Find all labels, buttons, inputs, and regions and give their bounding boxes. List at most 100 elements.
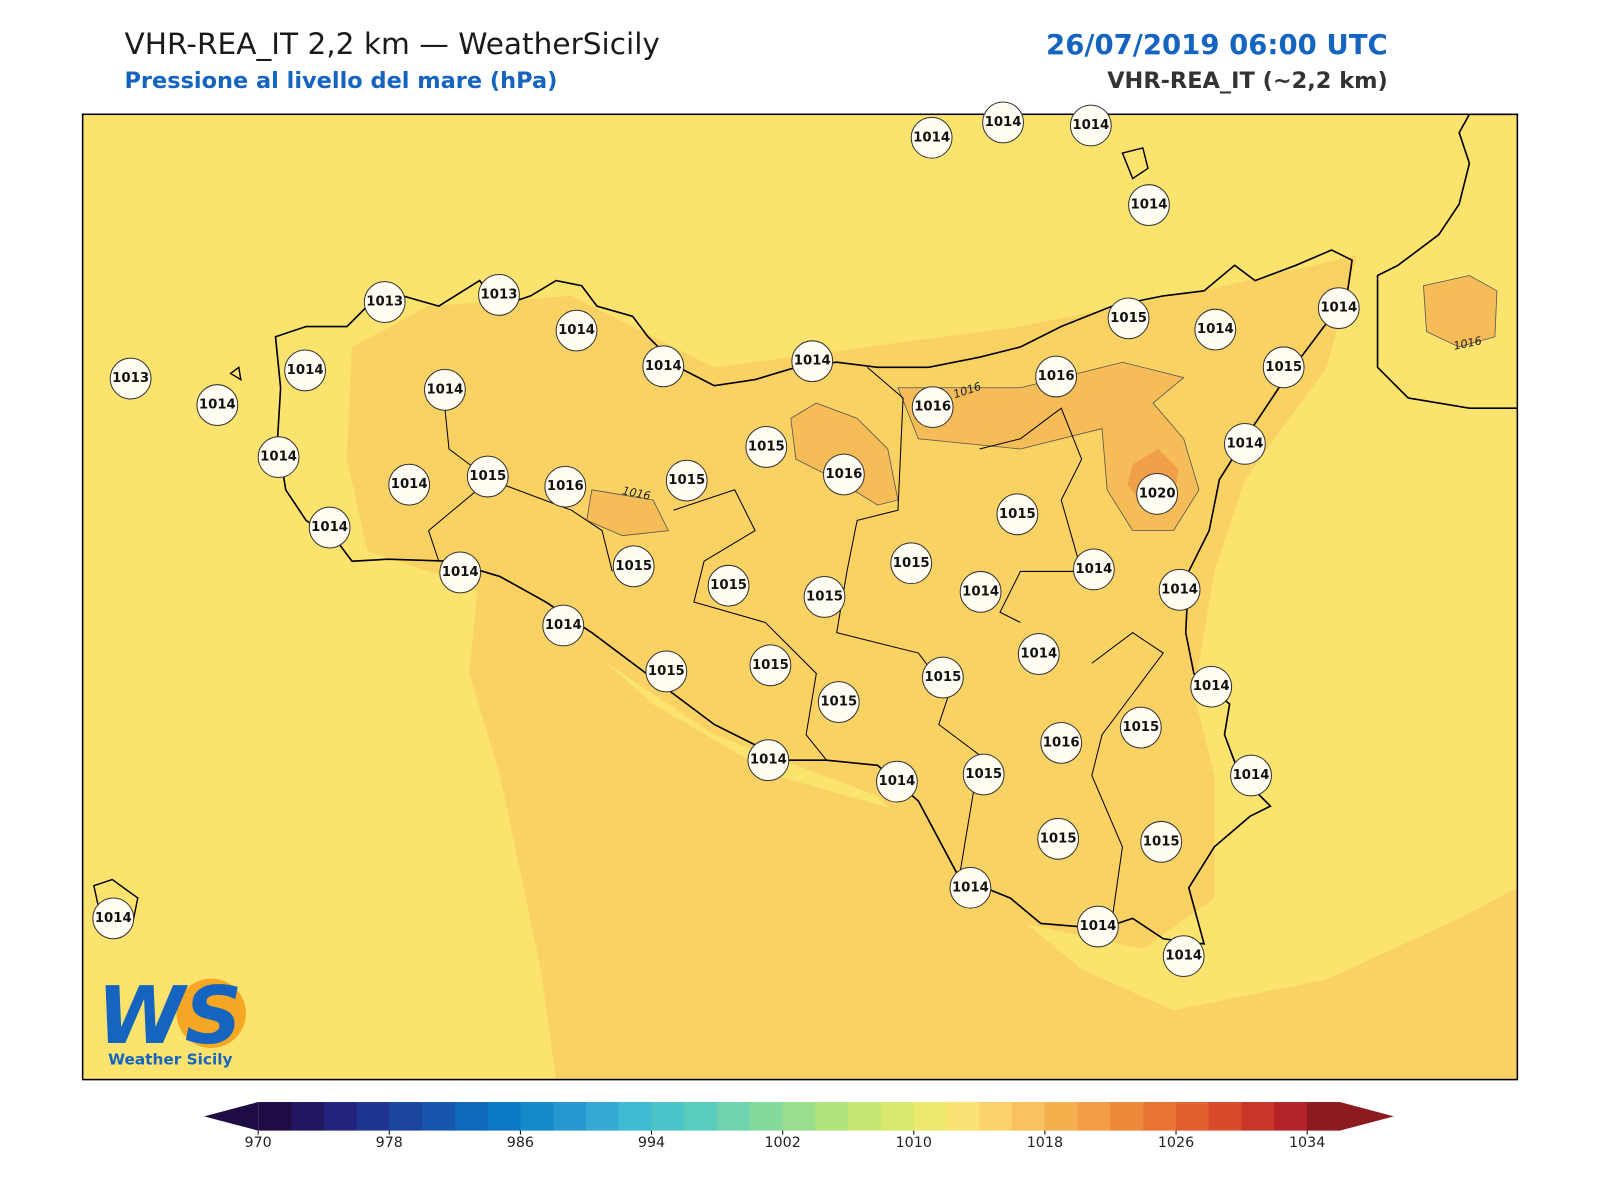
stations: 1014 1014 1014 1014 1013 1013 1014 1014 1014 1015… xyxy=(92,101,1360,978)
station-marker xyxy=(1136,472,1179,515)
station-marker xyxy=(544,465,587,508)
station-marker xyxy=(996,493,1039,536)
colorbar-tick-label: 1026 xyxy=(1158,1135,1194,1151)
station-marker xyxy=(1107,297,1150,340)
station-marker xyxy=(196,384,239,427)
colorbar-segment xyxy=(717,1102,751,1131)
station-value: 1016 xyxy=(547,479,584,494)
logo-sun xyxy=(176,978,246,1048)
station: 1015 xyxy=(817,681,860,723)
colorbar-segment xyxy=(848,1102,882,1131)
station-value: 1014 xyxy=(545,618,582,633)
station-marker xyxy=(911,386,954,429)
station-value: 1015 xyxy=(1110,311,1147,326)
station-marker xyxy=(555,309,598,352)
colorbar-segment xyxy=(1077,1102,1111,1131)
station-value: 1014 xyxy=(645,359,682,374)
station-value: 1015 xyxy=(1122,720,1159,735)
colorbar-segment xyxy=(422,1102,456,1131)
station: 1014 xyxy=(982,101,1024,144)
station-value: 1014 xyxy=(952,880,989,895)
station-value: 1015 xyxy=(806,589,843,604)
station: 1014 xyxy=(555,309,598,352)
station-marker xyxy=(612,545,655,588)
station-value: 1014 xyxy=(1193,679,1230,694)
station-marker xyxy=(959,570,1002,613)
colorbar-segment xyxy=(1208,1102,1242,1131)
station-value: 1014 xyxy=(1165,949,1202,964)
station: 1014 xyxy=(439,551,482,594)
station-value: 1014 xyxy=(311,520,348,535)
colorbar-arrow xyxy=(1339,1102,1394,1131)
colorbar-segment xyxy=(1274,1102,1308,1131)
station-value: 1015 xyxy=(668,473,705,488)
station-value: 1014 xyxy=(1320,301,1357,316)
station: 1015 xyxy=(745,426,788,468)
station-marker xyxy=(1140,820,1183,863)
colorbar-segment xyxy=(290,1102,325,1131)
colorbar-segment xyxy=(520,1102,554,1131)
station-marker xyxy=(308,506,351,549)
map-area xyxy=(82,114,1518,1080)
station: 1015 xyxy=(1107,297,1150,340)
logo-text: Weather Sicily xyxy=(108,1050,232,1068)
station-value: 1013 xyxy=(366,295,403,310)
colorbar-segment xyxy=(913,1102,947,1131)
colorbar-tick-label: 1010 xyxy=(896,1135,932,1151)
station-marker xyxy=(1035,355,1078,398)
station: 1014 xyxy=(1223,422,1266,465)
colorbar-tick-label: 1002 xyxy=(764,1135,800,1151)
station: 1015 xyxy=(466,455,509,498)
pressure-area xyxy=(897,361,1200,532)
station: 1015 xyxy=(1119,706,1162,749)
station-marker xyxy=(1040,721,1083,764)
station: 1014 xyxy=(1077,905,1119,948)
colorbar-segment xyxy=(815,1102,849,1131)
station-value: 1014 xyxy=(199,398,236,413)
station-value: 1015 xyxy=(648,664,685,679)
station: 1014 xyxy=(747,739,790,782)
station-value: 1015 xyxy=(924,670,961,685)
colorbar-tick-label: 986 xyxy=(507,1135,534,1151)
station-value: 1014 xyxy=(1161,582,1198,597)
colorbar-segment xyxy=(258,1102,292,1131)
colorbar-tick-label: 1034 xyxy=(1289,1135,1325,1151)
station-marker xyxy=(284,349,327,392)
station: 1014 xyxy=(1317,287,1360,330)
colorbar-segment xyxy=(880,1102,915,1131)
station-value: 1016 xyxy=(825,467,862,482)
subtitle: Pressione al livello del mare (hPa) xyxy=(124,68,557,94)
station-value: 1014 xyxy=(1020,647,1057,662)
pressure-area xyxy=(1423,275,1498,348)
station: 1015 xyxy=(665,459,708,502)
station-value: 1016 xyxy=(1038,369,1075,384)
station: 1016 xyxy=(911,386,954,429)
station-value: 1014 xyxy=(913,130,950,145)
colorbar-segment xyxy=(1241,1102,1275,1131)
colorbar-tick-label: 1018 xyxy=(1027,1135,1063,1151)
station-marker xyxy=(665,459,708,502)
station-value: 1015 xyxy=(820,695,857,710)
station: 1015 xyxy=(1037,817,1080,860)
station-marker xyxy=(982,101,1024,144)
colorbar-segment xyxy=(749,1102,784,1131)
pressure-area xyxy=(469,571,1518,1080)
station-value: 1014 xyxy=(1197,322,1234,337)
station: 1015 xyxy=(921,656,964,699)
station: 1014 xyxy=(196,384,239,427)
station-value: 1013 xyxy=(112,371,149,386)
station-value: 1014 xyxy=(1072,118,1109,133)
station-value: 1014 xyxy=(794,354,831,369)
colorbar-segment xyxy=(356,1102,390,1131)
colorbar-segment xyxy=(946,1102,980,1131)
station-value: 1015 xyxy=(893,556,930,571)
station-value: 1015 xyxy=(999,507,1036,522)
station: 1014 xyxy=(1158,568,1201,611)
station-value: 1014 xyxy=(1233,768,1270,783)
station-marker xyxy=(92,897,135,940)
colorbar-segment xyxy=(323,1102,358,1131)
station-marker xyxy=(1317,287,1360,330)
station-marker xyxy=(642,345,685,388)
station: 1013 xyxy=(109,357,152,400)
